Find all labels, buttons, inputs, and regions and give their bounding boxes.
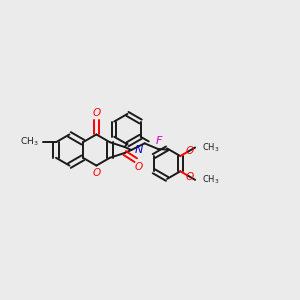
Text: O: O	[185, 146, 194, 156]
Text: O: O	[134, 162, 142, 172]
Text: N: N	[135, 145, 143, 155]
Text: CH$_3$: CH$_3$	[202, 174, 220, 186]
Text: CH$_3$: CH$_3$	[20, 136, 38, 148]
Text: CH$_3$: CH$_3$	[202, 141, 220, 154]
Text: O: O	[185, 172, 194, 182]
Text: F: F	[156, 136, 162, 146]
Text: O: O	[92, 108, 101, 118]
Text: O: O	[92, 168, 101, 178]
